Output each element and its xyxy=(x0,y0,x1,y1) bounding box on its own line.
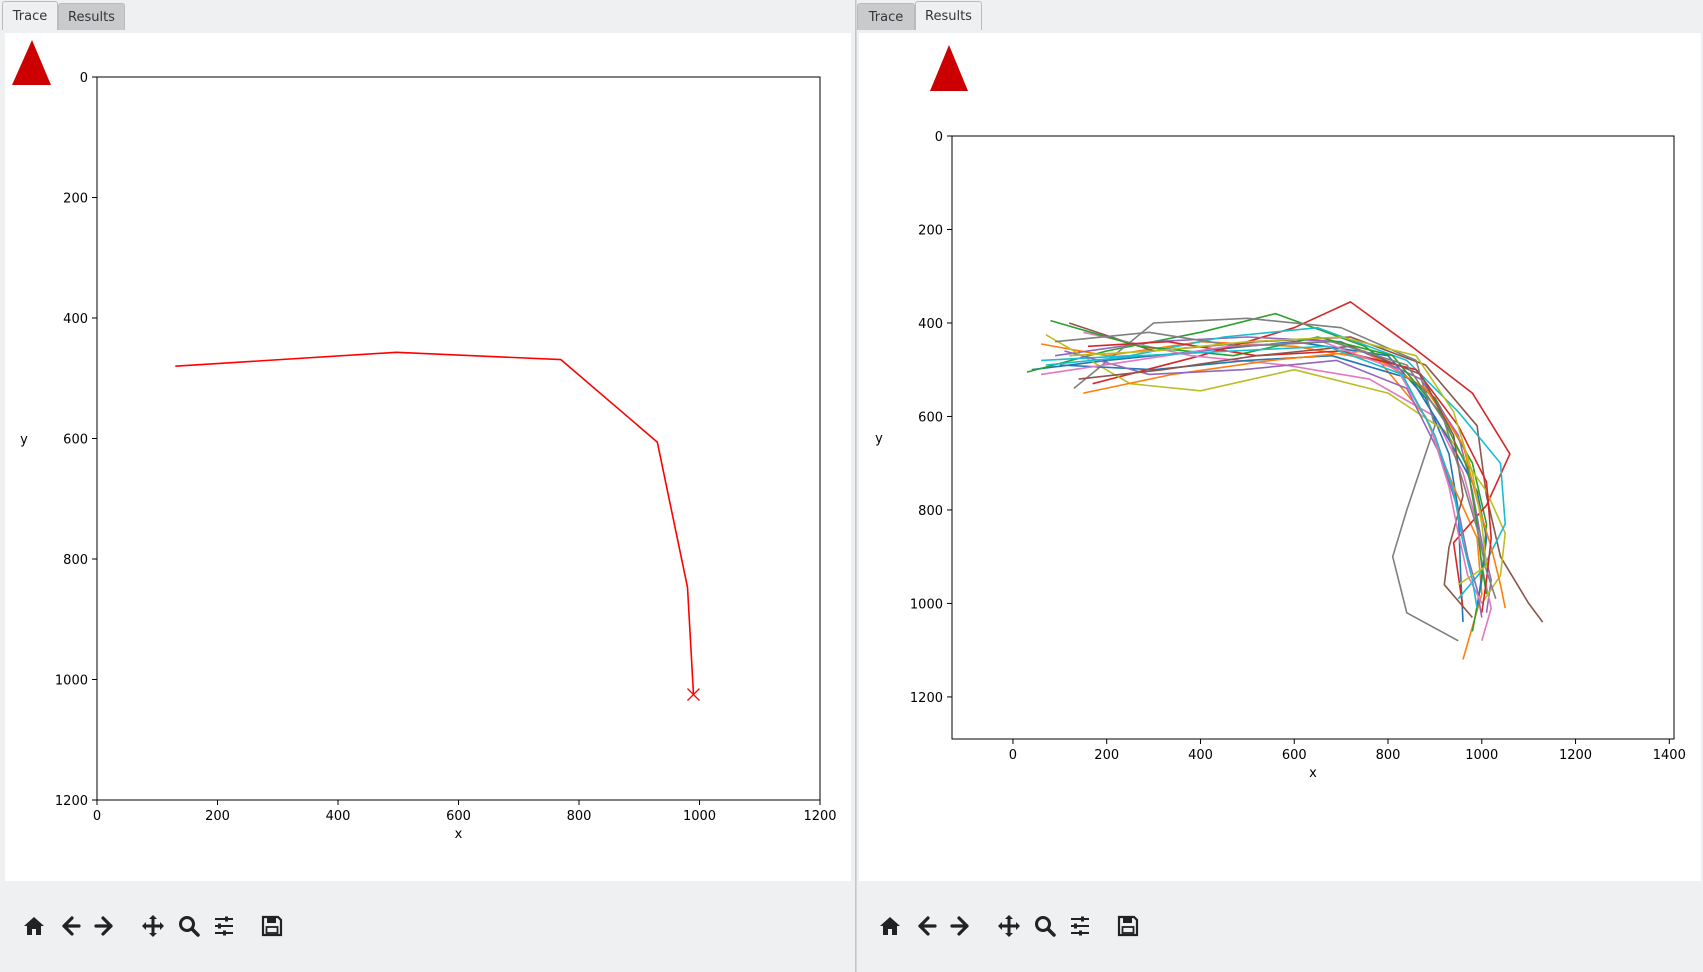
y-tick-label: 800 xyxy=(63,553,88,568)
series-line-16 xyxy=(1078,345,1474,619)
y-axis-label: y xyxy=(875,432,883,447)
zoom-icon[interactable] xyxy=(1031,912,1059,940)
x-tick-label: 400 xyxy=(1188,748,1213,763)
red-triangle-logo-icon xyxy=(930,45,968,91)
pan-icon[interactable] xyxy=(139,912,167,940)
series-line-7 xyxy=(1083,331,1493,642)
results-chart[interactable]: 0 200 400 600 800 1000 1200 1400 0 200 400 600 800 10… xyxy=(859,33,1701,881)
red-triangle-logo-icon xyxy=(12,40,51,85)
home-icon[interactable] xyxy=(20,912,48,940)
axes-frame xyxy=(951,135,1675,740)
series-line-20 xyxy=(1045,345,1478,609)
back-arrow-icon[interactable] xyxy=(912,912,940,940)
left-tabbar: Trace Results xyxy=(0,0,856,31)
x-tick-label: 0 xyxy=(93,809,101,824)
axes-frame xyxy=(96,76,821,801)
figure-canvas-trace[interactable]: 0 200 400 600 800 1000 1200 0 200 400 600 800 1000 12… xyxy=(5,33,851,881)
pane-splitter[interactable] xyxy=(855,0,858,972)
x-tick-label: 0 xyxy=(1009,748,1017,763)
series-line-15 xyxy=(1064,350,1483,618)
series-line-10 xyxy=(1041,326,1507,600)
x-tick-label: 400 xyxy=(326,809,351,824)
series-line-14 xyxy=(1087,340,1493,613)
y-tick-label: 200 xyxy=(63,192,88,207)
y-tick-label: 1200 xyxy=(55,794,88,809)
x-tick-label: 600 xyxy=(1282,748,1307,763)
home-icon[interactable] xyxy=(876,912,904,940)
y-tick-label: 400 xyxy=(918,317,943,332)
series-line-18 xyxy=(1055,331,1497,600)
configure-subplots-icon[interactable] xyxy=(210,912,238,940)
pan-icon[interactable] xyxy=(995,912,1023,940)
back-arrow-icon[interactable] xyxy=(56,912,84,940)
series-line-19 xyxy=(1069,336,1488,586)
x-axis-label: x xyxy=(1309,766,1317,781)
save-icon[interactable] xyxy=(1114,912,1142,940)
x-tick-label: 200 xyxy=(205,809,230,824)
end-marker xyxy=(686,688,700,702)
series-line-2 xyxy=(1040,340,1483,660)
y-tick-label: 800 xyxy=(918,504,943,519)
x-tick-label: 1400 xyxy=(1653,748,1686,763)
forward-arrow-icon[interactable] xyxy=(947,912,975,940)
configure-subplots-icon[interactable] xyxy=(1066,912,1094,940)
tab-trace[interactable]: Trace xyxy=(857,3,915,30)
series-line-12 xyxy=(1083,350,1506,609)
y-tick-label: 1000 xyxy=(910,597,943,612)
x-tick-label: 1000 xyxy=(683,809,716,824)
figure-canvas-results[interactable]: 0 200 400 600 800 1000 1200 1400 0 200 400 600 800 10… xyxy=(859,33,1701,881)
series-line-17 xyxy=(1040,340,1483,604)
y-tick-label: 0 xyxy=(80,71,88,86)
x-tick-label: 600 xyxy=(446,809,471,824)
y-tick-label: 400 xyxy=(63,312,88,327)
series-line-9 xyxy=(1045,334,1507,604)
tab-results[interactable]: Results xyxy=(915,1,982,30)
series-line-1 xyxy=(175,351,695,695)
x-tick-label: 1200 xyxy=(1559,748,1592,763)
y-tick-label: 600 xyxy=(63,433,88,448)
y-tick-label: 1200 xyxy=(910,691,943,706)
x-tick-label: 800 xyxy=(1376,748,1401,763)
y-tick-label: 200 xyxy=(918,223,943,238)
y-tick-label: 600 xyxy=(918,410,943,425)
series-line-13 xyxy=(1050,319,1488,595)
forward-arrow-icon[interactable] xyxy=(91,912,119,940)
x-axis-label: x xyxy=(455,827,463,842)
y-axis-label: y xyxy=(20,433,28,448)
y-tick-label: 1000 xyxy=(55,674,88,689)
trace-chart[interactable]: 0 200 400 600 800 1000 1200 0 200 400 600 800 1000 12… xyxy=(5,33,851,881)
tab-trace[interactable]: Trace xyxy=(2,1,58,30)
zoom-icon[interactable] xyxy=(175,912,203,940)
x-tick-label: 200 xyxy=(1094,748,1119,763)
y-tick-label: 0 xyxy=(935,130,943,145)
right-pane: Trace Results 0 200 400 600 800 1000 1200 1400 0… xyxy=(857,0,1703,972)
tab-results[interactable]: Results xyxy=(58,3,125,30)
x-tick-label: 1000 xyxy=(1465,748,1498,763)
x-tick-label: 800 xyxy=(567,809,592,824)
save-icon[interactable] xyxy=(258,912,286,940)
right-tabbar: Trace Results xyxy=(857,0,1703,31)
left-pane: Trace Results 0 200 400 600 800 1000 1200 0 200 4… xyxy=(0,0,856,940)
x-tick-label: 1200 xyxy=(803,809,836,824)
